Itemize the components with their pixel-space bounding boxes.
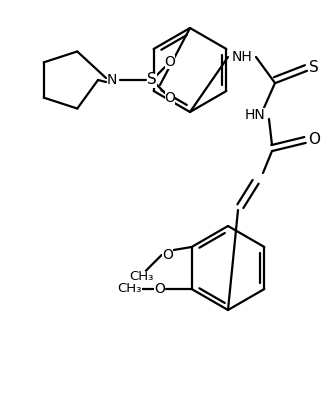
Text: S: S (309, 60, 319, 75)
Text: O: O (165, 55, 175, 69)
Text: CH₃: CH₃ (130, 270, 154, 283)
Text: S: S (147, 73, 157, 87)
Text: O: O (154, 282, 165, 296)
Text: O: O (165, 91, 175, 105)
Text: N: N (107, 73, 117, 87)
Text: CH₃: CH₃ (118, 283, 142, 295)
Text: NH: NH (232, 50, 252, 64)
Text: HN: HN (245, 108, 265, 122)
Text: O: O (308, 133, 320, 148)
Text: O: O (162, 248, 173, 262)
